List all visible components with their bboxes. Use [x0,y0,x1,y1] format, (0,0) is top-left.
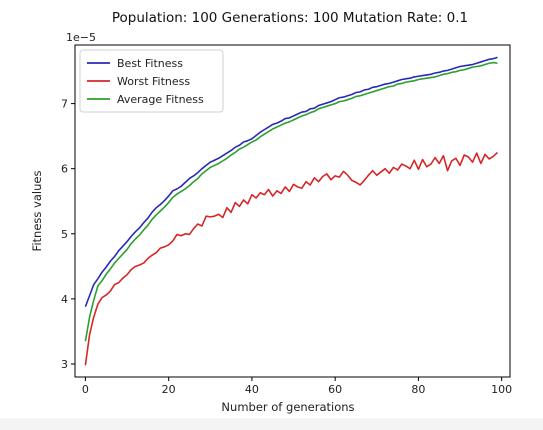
y-tick-label: 6 [61,163,68,176]
bottom-strip [0,418,543,430]
legend-entry: Worst Fitness [117,75,190,88]
x-tick-label: 40 [245,383,259,396]
y-tick-label: 3 [61,358,68,371]
x-tick-label: 80 [411,383,425,396]
legend: Best Fitness Worst Fitness Average Fitness [79,49,224,113]
legend-box [79,49,224,113]
y-tick-label: 5 [61,228,68,241]
y-tick-label: 7 [61,98,68,111]
series-lines [84,56,499,366]
x-tick-label: 60 [328,383,342,396]
worst-fitness-line [84,151,499,366]
x-tick-label: 0 [82,383,89,396]
x-tick-label: 100 [491,383,512,396]
average-fitness-line [84,61,498,342]
plot-area-frame [74,44,511,378]
best-fitness-line [84,56,498,307]
x-tick-label: 20 [162,383,176,396]
legend-entry: Best Fitness [117,57,183,70]
fitness-line-chart: Population: 100 Generations: 100 Mutatio… [30,10,512,414]
x-axis-label: Number of generations [221,400,354,414]
y-tick-label: 4 [61,293,68,306]
legend-entry: Average Fitness [117,93,204,106]
axis-ticks: 0 20 40 60 80 100 3 4 5 6 7 [61,98,512,396]
figure-canvas: Population: 100 Generations: 100 Mutatio… [0,0,543,418]
y-scale-multiplier: 1e−5 [66,31,96,44]
chart-title: Population: 100 Generations: 100 Mutatio… [112,10,468,26]
y-axis-label: Fitness values [30,171,44,252]
